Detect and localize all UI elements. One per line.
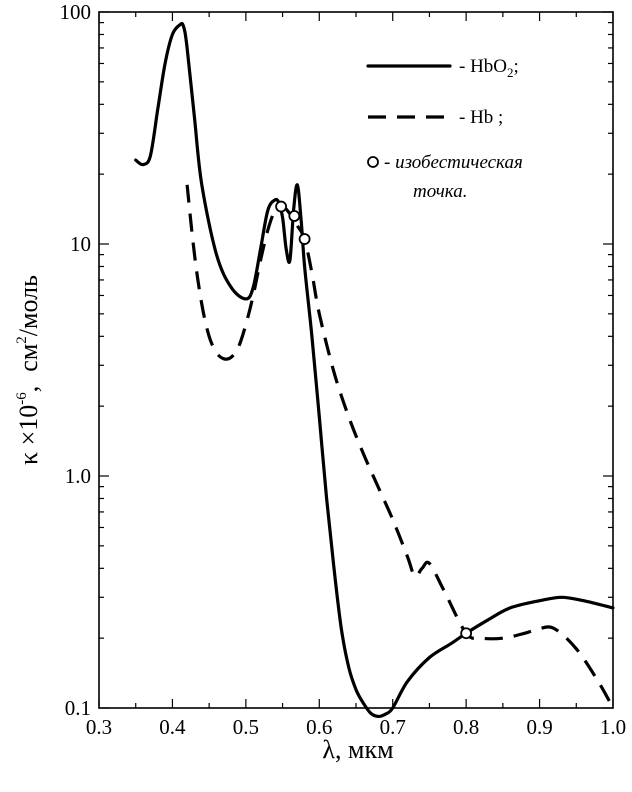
x-tick-label: 0.4: [159, 715, 186, 739]
isosbestic-point: [298, 233, 311, 245]
plot-lines: [134, 21, 615, 719]
axis-tick-labels: 0.3 0.4 0.5 0.6 0.7 0.8 0.9 1.0 100 10 1.0 0.1: [60, 0, 627, 739]
x-tick-label: 1.0: [600, 715, 626, 739]
legend: - HbO2; - Hb ; - изобестическая точка.: [366, 56, 523, 202]
legend-label-isosbestic-line2: точка.: [413, 181, 467, 202]
plot-frame: [98, 11, 614, 709]
x-tick-label: 0.6: [306, 715, 332, 739]
y-tick-label: 10: [70, 232, 91, 256]
y-tick-label: 100: [60, 0, 92, 24]
x-axis-label: λ, мкм: [322, 735, 393, 764]
axis-ticks: [98, 11, 614, 709]
y-tick-label: 1.0: [65, 464, 91, 488]
y-axis-label: κ ×10-6,см2/моль: [14, 275, 43, 465]
isosbestic-point: [275, 200, 288, 213]
x-tick-label: 0.7: [380, 715, 406, 739]
x-tick-label: 0.3: [86, 715, 112, 739]
x-tick-label: 0.9: [526, 715, 552, 739]
x-tick-label: 0.5: [233, 715, 259, 739]
legend-label-hbo2: - HbO2;: [459, 56, 519, 80]
series-line-hbo2: [134, 21, 615, 719]
x-tick-label: 0.8: [453, 715, 479, 739]
legend-marker-isosbestic: [367, 156, 379, 168]
isosbestic-point: [288, 210, 301, 222]
legend-label-hb: - Hb ;: [459, 107, 503, 128]
isosbestic-point: [460, 627, 473, 640]
isosbestic-points: [275, 200, 473, 640]
y-tick-label: 0.1: [65, 696, 91, 720]
legend-label-isosbestic-line1: - изобестическая: [384, 152, 523, 173]
series-line-hb: [185, 184, 615, 709]
